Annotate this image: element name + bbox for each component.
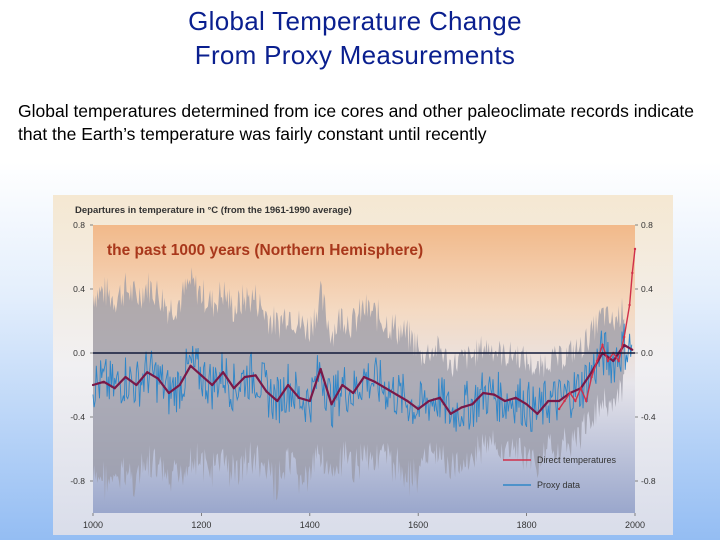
x-tick-label: 1800 — [517, 520, 537, 530]
y-tick-label-left: -0.8 — [70, 476, 85, 486]
y-tick-label-right: 0.0 — [641, 348, 653, 358]
smoothed-point — [254, 374, 257, 377]
smoothed-point — [471, 403, 474, 406]
smoothed-point — [590, 371, 593, 374]
title-line-2: From Proxy Measurements — [194, 40, 516, 70]
smoothed-point — [308, 399, 311, 403]
smoothed-point — [276, 399, 279, 403]
title-line-1: Global Temperature Change — [188, 6, 522, 36]
smoothed-point — [547, 399, 550, 403]
direct-point — [563, 399, 566, 403]
smoothed-point — [135, 383, 138, 387]
y-tick-label-left: 0.4 — [73, 284, 85, 294]
smoothed-point — [341, 383, 344, 387]
legend-proxy-label: Proxy data — [537, 480, 580, 490]
smoothed-point — [482, 391, 485, 395]
y-tick-label-left: 0.0 — [73, 348, 85, 358]
y-tick-label-right: 0.8 — [641, 220, 653, 230]
proxy-data-line — [92, 323, 633, 432]
smoothed-point — [189, 364, 192, 367]
direct-point — [606, 359, 610, 363]
y-tick-label-right: 0.4 — [641, 284, 653, 294]
smoothed-point — [102, 380, 105, 383]
direct-point — [590, 375, 593, 379]
direct-point — [579, 387, 582, 390]
y-tick-label-right: -0.4 — [641, 412, 656, 422]
smoothed-point — [146, 371, 149, 374]
smoothed-point — [221, 371, 225, 374]
smoothed-point — [612, 359, 615, 363]
smoothed-point — [417, 407, 420, 411]
smoothed-point — [297, 396, 301, 399]
y-tick-label-left: -0.4 — [70, 412, 85, 422]
chart-title: Departures in temperature in °C (from th… — [75, 205, 352, 216]
smoothed-point — [514, 396, 517, 399]
smoothed-point — [449, 412, 452, 415]
legend: Direct temperatures Proxy data — [503, 455, 617, 490]
smoothed-point — [330, 403, 333, 406]
smoothed-point — [460, 406, 463, 409]
smoothed-point — [167, 391, 170, 395]
x-tick-label: 1200 — [191, 520, 211, 530]
x-tick-label: 1000 — [83, 520, 103, 530]
direct-point — [557, 407, 561, 411]
smoothed-point — [362, 375, 366, 379]
smoothed-point — [525, 403, 528, 406]
smoothed-point — [536, 412, 539, 415]
direct-point — [595, 359, 599, 363]
smoothed-point — [178, 383, 181, 387]
smoothed-point — [124, 375, 127, 379]
chart-subtitle: the past 1000 years (Northern Hemisphere… — [107, 242, 423, 259]
smoothed-point — [492, 393, 496, 396]
smoothed-point — [265, 390, 268, 393]
y-tick-label-right: -0.8 — [641, 476, 656, 486]
smoothed-point — [623, 343, 626, 347]
direct-point — [601, 343, 604, 347]
smoothed-point — [631, 348, 634, 351]
smoothed-point — [287, 383, 290, 387]
direct-point — [628, 303, 631, 307]
slide-title: Global Temperature Change From Proxy Mea… — [0, 4, 710, 72]
direct-point — [568, 391, 572, 395]
legend-direct-label: Direct temperatures — [537, 455, 617, 465]
smoothed-point — [243, 375, 246, 379]
smoothed-point — [438, 396, 441, 399]
slide-body-text: Global temperatures determined from ice … — [18, 101, 695, 144]
temperature-chart: 0.8 0.8 0.4 0.4 0.0 0.0 -0.4 -0.4 -0.8 -0.8 1000 12… — [53, 195, 673, 535]
smoothed-point — [427, 399, 431, 403]
x-tick-label: 1400 — [300, 520, 320, 530]
smoothed-point — [503, 399, 507, 403]
smoothed-point — [232, 387, 236, 390]
proxy-data-layer — [92, 323, 633, 432]
smoothed-point — [91, 383, 95, 387]
axis-layer: 0.8 0.8 0.4 0.4 0.0 0.0 -0.4 -0.4 -0.8 -0.8 1000 12… — [70, 220, 656, 530]
chart-svg: 0.8 0.8 0.4 0.4 0.0 0.0 -0.4 -0.4 -0.8 -0.8 1000 12… — [53, 195, 673, 535]
x-tick-label: 1600 — [408, 520, 428, 530]
smoothed-point — [113, 387, 116, 390]
smoothed-point — [319, 367, 322, 371]
direct-point — [622, 335, 626, 339]
smoothed-point — [373, 380, 376, 383]
direct-point — [633, 247, 637, 251]
direct-point — [617, 359, 620, 363]
direct-point — [631, 271, 634, 275]
smoothed-point — [352, 391, 355, 395]
direct-point — [574, 399, 577, 403]
direct-point — [585, 399, 588, 403]
smoothed-point — [384, 387, 387, 390]
smoothed-point — [200, 374, 203, 377]
smoothed-point — [406, 399, 409, 403]
y-tick-label-left: 0.8 — [73, 220, 85, 230]
smoothed-point — [395, 393, 398, 396]
x-tick-label: 2000 — [625, 520, 645, 530]
smoothed-point — [211, 383, 214, 387]
smoothed-point — [156, 377, 160, 380]
smoothed-point — [558, 399, 561, 403]
